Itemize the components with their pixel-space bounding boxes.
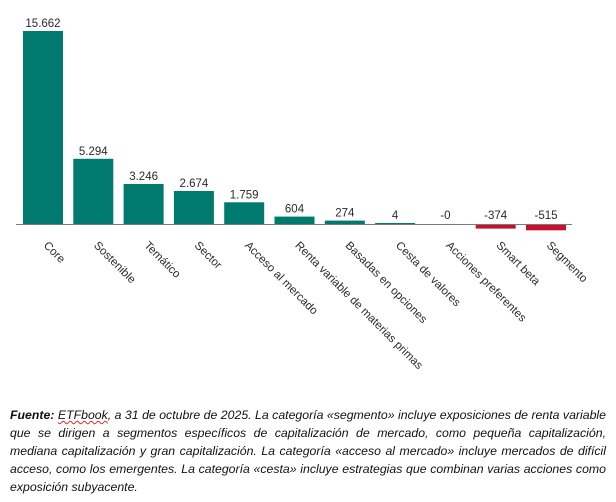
bar-chart: 15.662 5.294 3.246 2.674 1.759 604 274 4 -0 -374 -…	[16, 18, 590, 373]
value-labels-group: 15.662 5.294 3.246 2.674 1.759 604 274 4 -0 -374 -…	[25, 18, 557, 222]
bars-group	[23, 31, 566, 231]
caption-label: Fuente:	[10, 408, 55, 422]
category-label-sector: Sector	[192, 240, 224, 272]
bar-cesta-de-valores	[375, 223, 416, 224]
value-label-cesta-de-valores: 4	[392, 210, 399, 222]
value-label-acciones-preferentes: -0	[440, 210, 450, 222]
category-label-smart-beta: Smart beta	[494, 240, 543, 289]
caption-text: , a 31 de octubre de 2025. La categoría …	[10, 408, 606, 494]
value-label-segmento: -515	[534, 210, 557, 222]
bar-acceso-al-mercado	[224, 202, 265, 224]
value-label-sector: 2.674	[180, 178, 209, 190]
value-label-sostenible: 5.294	[79, 146, 108, 158]
value-label-basadas-en-opciones: 274	[335, 208, 355, 220]
category-label-basadas-en-opciones: Basadas en opciones	[343, 240, 429, 326]
bar-tematico	[123, 184, 164, 224]
category-label-segmento: Segmento	[544, 240, 590, 286]
source-caption: Fuente: ETFbook, a 31 de octubre de 2025…	[10, 406, 606, 496]
value-label-tematico: 3.246	[129, 171, 158, 183]
bar-core	[23, 31, 63, 224]
value-label-acceso-al-mercado: 1.759	[230, 189, 259, 201]
category-label-tematico: Temático	[141, 240, 182, 281]
bar-sostenible	[73, 158, 114, 224]
value-label-core: 15.662	[25, 18, 60, 30]
category-label-core: Core	[41, 240, 67, 266]
value-label-smart-beta: -374	[484, 210, 508, 222]
category-labels-group: Core Sostenible Temático Sector Acceso al me…	[41, 240, 590, 373]
bar-segmento	[526, 224, 566, 231]
bar-smart-beta	[475, 224, 516, 229]
bar-renta-variable-de-materias-primas	[274, 216, 315, 224]
bar-basadas-en-opciones	[324, 220, 365, 224]
category-label-sostenible: Sostenible	[91, 240, 137, 286]
caption-source: ETFbook	[57, 408, 108, 422]
bar-sector	[173, 191, 214, 224]
value-label-renta-variable-de-materias-primas: 604	[285, 204, 305, 216]
